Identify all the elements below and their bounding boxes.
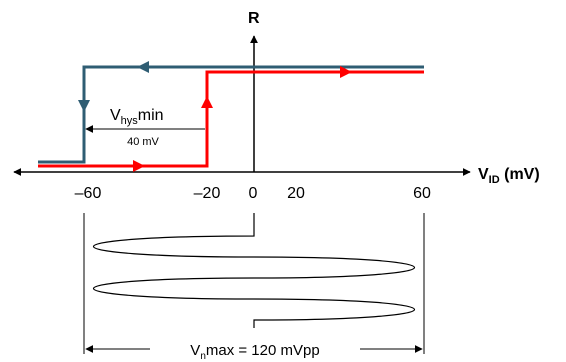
rising-trace-arrow-top <box>340 66 352 78</box>
hysteresis-value: 40 mV <box>127 136 159 148</box>
hysteresis-label: Vhysmin <box>110 107 164 127</box>
noise-label: Vnmax = 120 mVpp <box>190 342 319 362</box>
noise-waveform <box>92 213 416 328</box>
falling-trace <box>38 65 424 164</box>
rising-trace-arrow-bottom <box>133 160 145 172</box>
tick-label-60: 60 <box>413 185 431 202</box>
tick-label-20: 20 <box>287 185 305 202</box>
rising-trace-arrow-up <box>201 96 213 108</box>
tick-label-minus-20: –20 <box>194 185 221 202</box>
rising-trace <box>38 70 424 168</box>
falling-trace-arrow-down <box>78 100 90 112</box>
y-axis-label: R <box>248 10 260 27</box>
falling-trace-arrow-top <box>137 61 149 73</box>
x-axis-label: VID (mV) <box>478 166 540 186</box>
tick-label-minus-60: –60 <box>75 185 102 202</box>
tick-label-0: 0 <box>249 185 258 202</box>
